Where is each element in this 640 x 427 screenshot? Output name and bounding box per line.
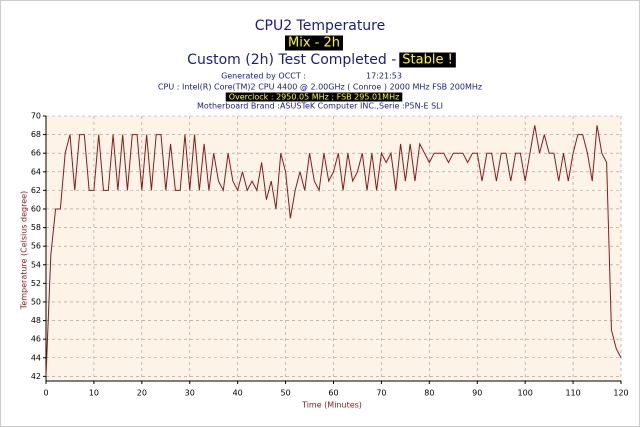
label-box bbox=[399, 52, 456, 68]
motherboard-label: Motherboard Brand :ASUSTeK Computer INC.… bbox=[197, 102, 443, 111]
generated-label: Generated by OCCT : bbox=[221, 72, 306, 81]
y-tick-label: 70 bbox=[31, 112, 41, 121]
x-tick-label: 70 bbox=[376, 389, 386, 398]
y-tick-label: 46 bbox=[31, 335, 41, 344]
x-axis-label: Time (Minutes) bbox=[301, 401, 362, 410]
y-tick-label: 60 bbox=[31, 204, 41, 213]
x-tick-label: 100 bbox=[518, 389, 533, 398]
temperature-line bbox=[45, 125, 622, 377]
y-tick-label: 44 bbox=[31, 353, 41, 362]
y-tick-label: 62 bbox=[31, 186, 41, 195]
y-tick-label: 68 bbox=[31, 130, 41, 139]
y-tick-label: 58 bbox=[31, 223, 41, 232]
chart-title: CPU2 Temperature bbox=[255, 18, 386, 34]
y-tick-label: 64 bbox=[31, 167, 41, 176]
x-tick-label: 30 bbox=[185, 389, 195, 398]
x-tick-label: 90 bbox=[472, 389, 482, 398]
y-tick-label: 48 bbox=[31, 316, 41, 325]
label-box bbox=[285, 35, 343, 51]
x-tick-label: 110 bbox=[565, 389, 580, 398]
mode-label: Mix - 2h bbox=[288, 36, 340, 51]
y-tick-label: 52 bbox=[31, 279, 41, 288]
x-tick-label: 80 bbox=[424, 389, 434, 398]
cpu-label: CPU : Intel(R) Core(TM)2 CPU 4400 @ 2.00… bbox=[158, 83, 482, 92]
y-tick-label: 42 bbox=[31, 372, 41, 381]
x-tick-label: 0 bbox=[43, 389, 48, 398]
time-label: 17:21:53 bbox=[366, 72, 402, 81]
x-tick-label: 10 bbox=[89, 389, 99, 398]
y-axis-label: Temperature (Celsius degree) bbox=[20, 191, 29, 310]
overclock-label: Overclock : 2950.05 MHz ; FSB 295.01MHz bbox=[229, 93, 400, 102]
status-label: Stable ! bbox=[402, 53, 453, 68]
y-tick-label: 54 bbox=[31, 260, 41, 269]
x-tick-label: 60 bbox=[328, 389, 338, 398]
y-tick-label: 66 bbox=[31, 149, 41, 158]
y-tick-label: 56 bbox=[31, 242, 41, 251]
x-tick-label: 120 bbox=[613, 389, 628, 398]
y-tick-label: 50 bbox=[31, 297, 41, 306]
x-tick-label: 20 bbox=[137, 389, 147, 398]
status-text: Custom (2h) Test Completed - bbox=[187, 52, 396, 68]
label-box bbox=[225, 92, 403, 102]
x-tick-label: 50 bbox=[280, 389, 290, 398]
x-tick-label: 40 bbox=[233, 389, 243, 398]
